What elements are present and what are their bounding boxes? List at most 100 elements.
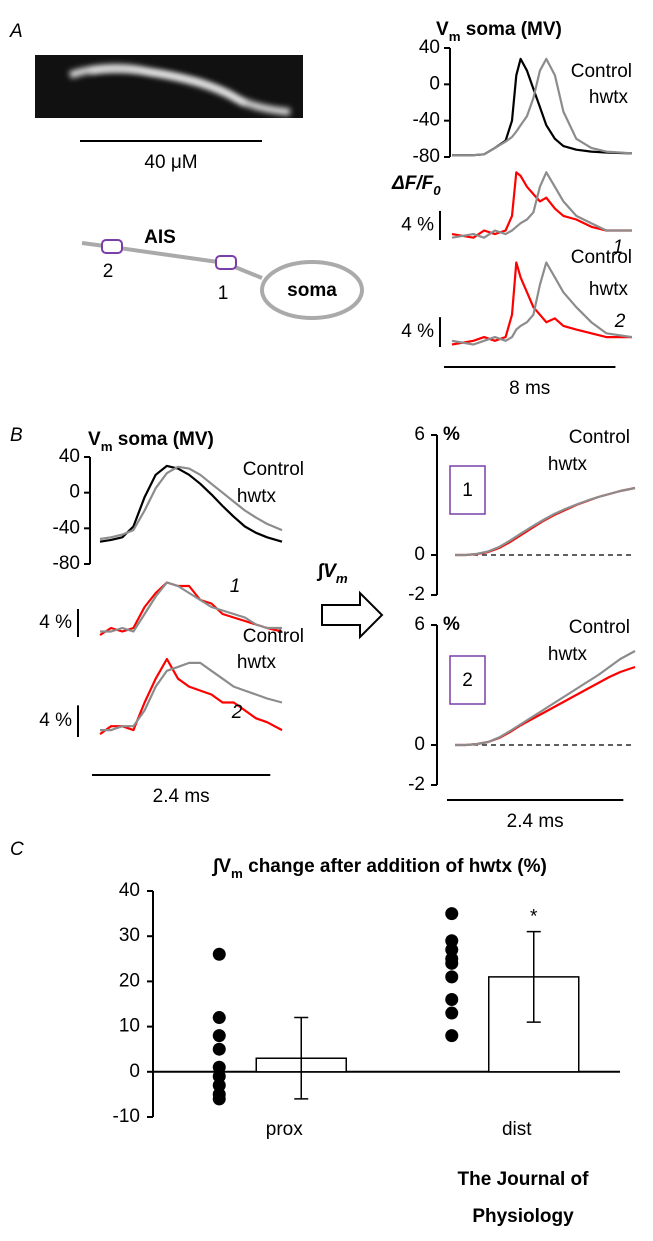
legend-entry: hwtx — [548, 454, 588, 475]
trace — [99, 464, 283, 543]
scale-bar-y-label: 4 % — [39, 710, 72, 731]
y-tick-label: 6 — [414, 424, 425, 445]
data-point — [445, 1029, 459, 1043]
data-point — [212, 1092, 226, 1106]
site-label: 2 — [103, 261, 114, 282]
chart-title-part: change after addition of hwtx (%) — [243, 856, 547, 877]
legend-entry: hwtx — [237, 652, 277, 673]
site-box-label: 1 — [462, 480, 473, 501]
y-tick-label: 20 — [119, 970, 140, 991]
y-tick-label: 0 — [129, 1061, 140, 1082]
trace — [452, 57, 633, 157]
y-axis-label: ΔF/F0 — [391, 173, 441, 198]
site-label: 1 — [218, 283, 229, 304]
chart-title-part: soma (MV) — [113, 429, 214, 450]
site-label: 1 — [613, 237, 624, 258]
chart-title-part: m — [231, 866, 243, 881]
transform-label-part: ∫V — [316, 561, 337, 582]
journal-line1: The Journal of — [458, 1169, 590, 1190]
data-point — [445, 907, 459, 921]
transform-arrow — [321, 590, 384, 640]
legend-entry: hwtx — [589, 87, 629, 108]
chart-title-part: V — [436, 19, 449, 40]
chart-title-part: m — [101, 439, 113, 454]
y-axis-label-part: ΔF/F — [391, 173, 435, 194]
trace — [100, 581, 282, 633]
panel-label: A — [9, 21, 23, 42]
data-point — [212, 947, 226, 961]
data-point — [445, 970, 459, 984]
y-tick-label: 40 — [59, 446, 80, 467]
y-tick-label: 40 — [119, 880, 140, 901]
site-box — [449, 465, 486, 515]
trace — [99, 657, 283, 735]
site-label: 2 — [231, 702, 243, 723]
y-tick-label: 0 — [414, 734, 425, 755]
trace — [100, 661, 283, 732]
transform-label: ∫Vm — [316, 561, 348, 586]
y-tick-label: 0 — [429, 73, 440, 94]
scale-bar-x-label: 8 ms — [509, 378, 550, 399]
y-unit: % — [443, 614, 460, 635]
data-point — [212, 1011, 226, 1025]
image-scale-label: 40 μM — [144, 152, 197, 173]
data-point — [212, 1029, 226, 1043]
region-label: AIS — [144, 227, 176, 248]
y-tick-label: -10 — [113, 1106, 140, 1127]
chart-title-part: ∫V — [211, 856, 231, 877]
y-tick-label: -80 — [413, 146, 440, 167]
site-markers — [101, 239, 237, 270]
y-tick-label: -40 — [53, 517, 80, 538]
significance-mark: * — [530, 907, 538, 928]
scale-bar-y-label: 4 % — [39, 612, 72, 633]
y-axis-label-part: 0 — [433, 183, 441, 198]
legend-entry: hwtx — [237, 486, 277, 507]
scale-bar-x-label: 2.4 ms — [153, 786, 210, 807]
transform-label-part: m — [336, 571, 348, 586]
y-tick-label: 6 — [414, 614, 425, 635]
y-unit: % — [443, 424, 460, 445]
data-point — [445, 943, 459, 957]
trace — [451, 171, 632, 239]
trace — [455, 486, 636, 557]
trace — [455, 650, 636, 747]
journal-line2: Physiology — [472, 1206, 574, 1227]
chart-title: Vm soma (MV) — [88, 429, 214, 454]
y-tick-label: 40 — [419, 37, 440, 58]
data-point — [445, 934, 459, 948]
trace — [99, 581, 283, 636]
scale-bar-x-label: 2.4 ms — [507, 811, 564, 832]
y-tick-label: 0 — [414, 544, 425, 565]
data-point — [212, 1042, 226, 1056]
y-tick-label: -80 — [53, 553, 80, 574]
chart-title: ∫Vm change after addition of hwtx (%) — [211, 856, 547, 881]
micrograph — [35, 55, 303, 118]
site-label: 1 — [230, 576, 241, 597]
data-point — [445, 956, 459, 970]
data-point — [212, 1078, 226, 1092]
x-tick-label: prox — [266, 1119, 303, 1140]
site-box — [449, 655, 486, 705]
legend-entry: Control — [569, 427, 630, 448]
legend-entry: Control — [243, 626, 304, 647]
legend-entry: Control — [569, 617, 630, 638]
legend-entry: hwtx — [548, 644, 588, 665]
trace — [99, 465, 283, 541]
data-point — [445, 1006, 459, 1020]
chart-title-part: soma (MV) — [461, 19, 562, 40]
trace — [451, 261, 632, 346]
scale-bar-y-label: 4 % — [401, 321, 434, 342]
error-bar — [294, 1016, 309, 1100]
soma-label: soma — [287, 280, 337, 301]
neuron-diagram — [81, 241, 364, 320]
legend-entry: Control — [571, 247, 632, 268]
legend-entry: hwtx — [589, 279, 629, 300]
error-bar — [526, 930, 541, 1023]
trace — [451, 171, 632, 239]
y-tick-label: -2 — [408, 584, 425, 605]
y-tick-label: 10 — [119, 1016, 140, 1037]
y-tick-label: -2 — [408, 774, 425, 795]
scale-bar-y-label: 4 % — [401, 214, 434, 235]
y-tick-label: -40 — [413, 110, 440, 131]
